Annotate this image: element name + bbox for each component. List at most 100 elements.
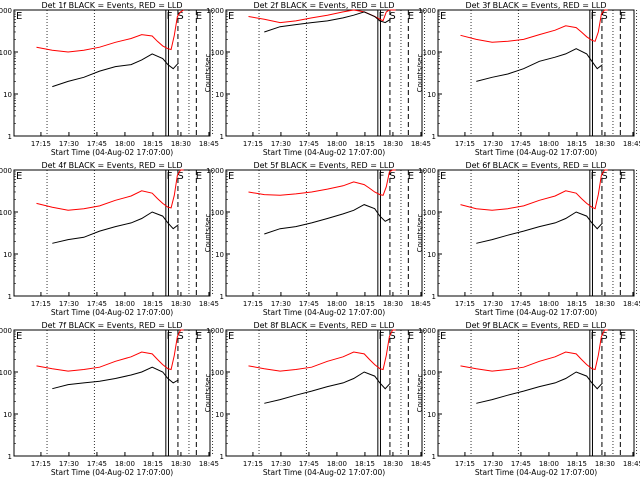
lld-series-line <box>36 329 184 372</box>
interval-marker-e: E <box>408 11 414 22</box>
y-tick-label: 1000 <box>206 7 224 15</box>
x-tick-label: 17:30 <box>271 300 291 308</box>
chart-panel: Det 7f BLACK = Events, RED = LLD 1 10 100 10… <box>0 321 219 477</box>
plot-frame <box>225 169 423 297</box>
chart-panel: Det 1f BLACK = Events, RED = LLD 1 10 100 10… <box>0 1 219 157</box>
interval-marker-e: E <box>408 331 414 342</box>
y-tick-label: 100 <box>423 209 436 217</box>
y-tick-label: 100 <box>211 369 224 377</box>
x-tick-label: 17:30 <box>483 300 503 308</box>
x-tick-label: 18:30 <box>171 140 191 148</box>
chart-panel: Det 6f BLACK = Events, RED = LLD 1 10 100 10… <box>416 161 640 317</box>
events-series-line <box>476 211 603 244</box>
lld-series-line <box>248 169 396 196</box>
x-tick-label: 18:45 <box>623 140 640 148</box>
x-tick-label: 18:15 <box>355 300 375 308</box>
x-tick-label: 18:00 <box>327 300 347 308</box>
x-axis-label: Start Time (04-Aug-02 17:07:00) <box>475 308 597 317</box>
x-tick-label: 18:45 <box>411 460 431 468</box>
lld-series-line <box>36 9 184 53</box>
chart-title: Det 2f BLACK = Events, RED = LLD <box>253 1 394 10</box>
x-tick-label: 18:15 <box>567 460 587 468</box>
y-tick-label: 1 <box>8 293 12 301</box>
interval-marker-s: S <box>177 11 183 22</box>
x-tick-label: 18:30 <box>595 140 615 148</box>
x-tick-label: 17:30 <box>59 300 79 308</box>
interval-marker-e-left: E <box>16 331 22 342</box>
interval-marker-e-left: E <box>440 11 446 22</box>
chart-title: Det 5f BLACK = Events, RED = LLD <box>253 161 394 170</box>
x-tick-label: 18:45 <box>199 140 219 148</box>
events-series-line <box>52 211 179 244</box>
x-tick-label: 17:45 <box>87 300 107 308</box>
x-tick-label: 18:45 <box>411 140 431 148</box>
x-tick-label: 17:30 <box>59 140 79 148</box>
x-tick-label: 18:15 <box>567 300 587 308</box>
interval-marker-f: F <box>591 171 597 182</box>
plot-frame <box>225 329 423 457</box>
interval-marker-f: F <box>591 11 597 22</box>
x-tick-label: 18:45 <box>623 300 640 308</box>
lld-series-line <box>248 329 396 372</box>
interval-marker-f: F <box>167 171 173 182</box>
interval-marker-e-left: E <box>228 11 234 22</box>
plot-frame <box>13 169 211 297</box>
interval-marker-f: F <box>591 331 597 342</box>
interval-marker-s: S <box>177 331 183 342</box>
chart-panel: Det 4f BLACK = Events, RED = LLD 1 10 100 10… <box>0 161 219 317</box>
x-tick-label: 18:15 <box>143 300 163 308</box>
x-tick-label: 17:15 <box>455 300 475 308</box>
x-tick-label: 17:30 <box>271 460 291 468</box>
x-tick-label: 18:15 <box>355 460 375 468</box>
y-axis-label: Counts/sec <box>204 54 212 93</box>
x-tick-label: 18:45 <box>411 300 431 308</box>
x-tick-label: 17:45 <box>87 460 107 468</box>
events-series-line <box>264 204 391 235</box>
y-tick-label: 10 <box>3 411 12 419</box>
x-tick-label: 18:15 <box>567 140 587 148</box>
interval-marker-f: F <box>379 11 385 22</box>
chart-title: Det 3f BLACK = Events, RED = LLD <box>465 1 606 10</box>
y-tick-label: 100 <box>423 49 436 57</box>
x-tick-label: 18:30 <box>383 140 403 148</box>
x-tick-label: 17:15 <box>243 460 263 468</box>
x-tick-label: 18:45 <box>199 300 219 308</box>
interval-marker-e: E <box>408 171 414 182</box>
y-axis-label: Counts/sec <box>416 54 424 93</box>
x-tick-label: 17:30 <box>271 140 291 148</box>
interval-marker-f: F <box>167 331 173 342</box>
chart-panel: Det 8f BLACK = Events, RED = LLD 1 10 100 10… <box>204 321 431 477</box>
x-axis-label: Start Time (04-Aug-02 17:07:00) <box>263 468 385 477</box>
y-tick-label: 10 <box>215 91 224 99</box>
lld-series-line <box>460 169 608 211</box>
chart-panel: Det 5f BLACK = Events, RED = LLD 1 10 100 10… <box>204 161 431 317</box>
x-axis-label: Start Time (04-Aug-02 17:07:00) <box>51 468 173 477</box>
chart-panel: Det 9f BLACK = Events, RED = LLD 1 10 100 10… <box>416 321 640 477</box>
events-series-line <box>264 11 391 33</box>
x-axis-label: Start Time (04-Aug-02 17:07:00) <box>51 308 173 317</box>
plot-frame <box>437 329 635 457</box>
x-tick-label: 18:15 <box>143 460 163 468</box>
y-tick-label: 10 <box>427 91 436 99</box>
x-tick-label: 17:45 <box>511 300 531 308</box>
lld-series-line <box>36 169 184 211</box>
interval-marker-f: F <box>379 331 385 342</box>
chart-title: Det 8f BLACK = Events, RED = LLD <box>253 321 394 330</box>
interval-marker-s: S <box>389 331 395 342</box>
interval-marker-f: F <box>167 11 173 22</box>
x-tick-label: 18:00 <box>115 460 135 468</box>
interval-marker-e-left: E <box>16 11 22 22</box>
events-series-line <box>476 371 603 404</box>
plot-frame <box>13 329 211 457</box>
x-tick-label: 17:45 <box>87 140 107 148</box>
y-tick-label: 1000 <box>0 327 12 335</box>
x-tick-label: 18:30 <box>171 460 191 468</box>
y-tick-label: 1 <box>8 133 12 141</box>
y-tick-label: 1000 <box>206 327 224 335</box>
chart-panel: Det 2f BLACK = Events, RED = LLD 1 10 100 10… <box>204 1 431 157</box>
x-axis-label: Start Time (04-Aug-02 17:07:00) <box>475 148 597 157</box>
interval-marker-s: S <box>389 11 395 22</box>
x-tick-label: 18:00 <box>115 300 135 308</box>
interval-marker-e: E <box>196 331 202 342</box>
